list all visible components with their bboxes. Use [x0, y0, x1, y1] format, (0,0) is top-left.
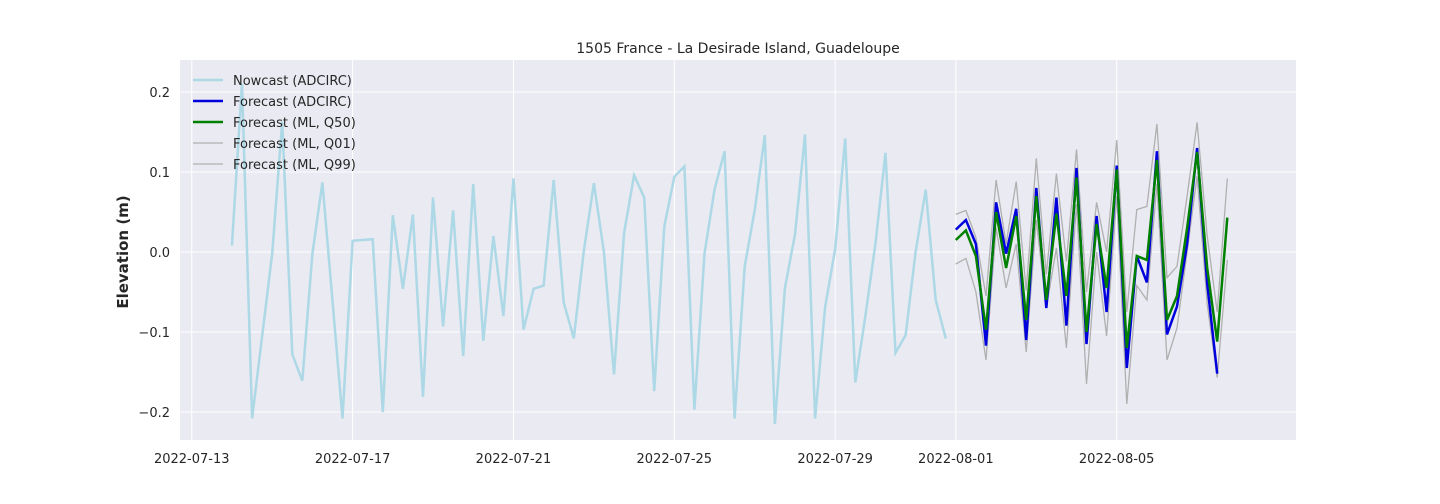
y-tick-label: 0.1	[149, 166, 170, 181]
x-tick-label: 2022-07-13	[154, 452, 230, 467]
x-tick-label: 2022-08-01	[918, 452, 994, 467]
legend-label: Nowcast (ADCIRC)	[233, 74, 352, 89]
y-axis-label: Elevation (m)	[114, 195, 132, 308]
x-tick-label: 2022-07-25	[637, 452, 713, 467]
series-line-forecast-ml-q01	[955, 175, 1228, 405]
series-line-forecast-ml-q99	[955, 122, 1228, 313]
x-tick-label: 2022-07-21	[476, 452, 552, 467]
y-axis: 0.2 0.1 0.0 −0.1 −0.2	[138, 86, 170, 421]
y-tick-label: −0.2	[138, 406, 170, 421]
x-tick-label: 2022-07-17	[315, 452, 391, 467]
series-line-nowcast-adcirc	[230, 83, 948, 425]
y-tick-label: −0.1	[138, 326, 170, 341]
legend-label: Forecast (ML, Q50)	[233, 116, 356, 131]
legend-label: Forecast (ML, Q99)	[233, 158, 356, 173]
legend-label: Forecast (ADCIRC)	[233, 95, 352, 110]
legend-label: Forecast (ML, Q01)	[233, 137, 356, 152]
chart-title: 1505 France - La Desirade Island, Guadel…	[576, 41, 899, 57]
series-line-forecast-ml-q50	[954, 151, 1229, 349]
series-line-forecast-adcirc	[954, 147, 1219, 374]
x-tick-label: 2022-08-05	[1079, 452, 1155, 467]
y-tick-label: 0.0	[149, 246, 170, 261]
y-tick-label: 0.2	[149, 86, 170, 101]
legend: Nowcast (ADCIRC) Forecast (ADCIRC) Forecas…	[193, 74, 356, 173]
series-layer	[230, 83, 1229, 425]
x-tick-label: 2022-07-29	[797, 452, 873, 467]
x-axis: 2022-07-13 2022-07-17 2022-07-21 2022-07-25…	[154, 452, 1155, 467]
